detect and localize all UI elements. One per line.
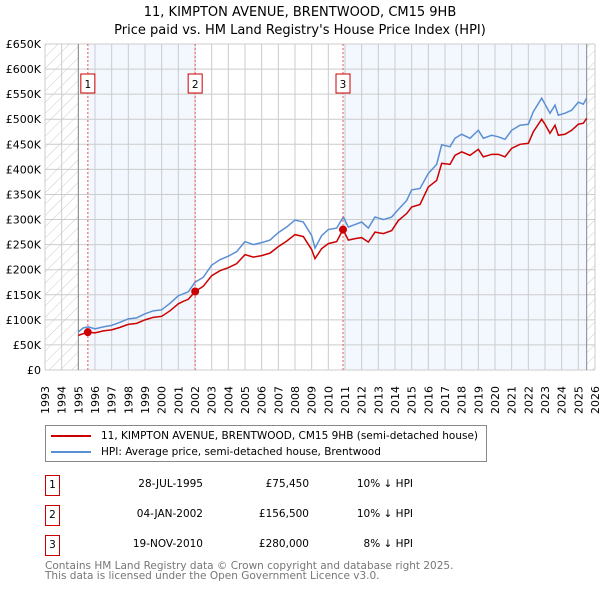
sale-point: [339, 225, 347, 234]
y-tick-label: £400K: [6, 163, 42, 176]
x-tick-label: 2009: [306, 386, 319, 414]
y-tick-label: £550K: [6, 88, 42, 101]
transaction-number: 1: [45, 475, 60, 496]
sale-badge-label: 3: [340, 79, 347, 91]
x-tick-label: 2025: [572, 386, 585, 414]
y-tick-label: £300K: [6, 214, 42, 227]
transaction-date: 19-NOV-2010: [132, 538, 203, 550]
x-tick-label: 1998: [122, 386, 135, 414]
legend: 11, KIMPTON AVENUE, BRENTWOOD, CM15 9HB …: [45, 425, 487, 462]
x-tick-label: 2019: [472, 386, 485, 414]
x-tick-label: 2022: [522, 386, 535, 414]
y-tick-label: £450K: [6, 138, 42, 151]
transaction-row: 2 04-JAN-2002 £156,500 10% ↓ HPI: [45, 505, 465, 526]
x-tick-label: 2023: [539, 386, 552, 414]
sale-badge: [187, 73, 203, 94]
x-tick-label: 2024: [556, 386, 569, 414]
y-tick-label: £50K: [13, 339, 42, 352]
footer-copyright: Contains HM Land Registry data © Crown c…: [45, 560, 454, 572]
transaction-row: 1 28-JUL-1995 £75,450 10% ↓ HPI: [45, 475, 465, 496]
transaction-row: 3 19-NOV-2010 £280,000 8% ↓ HPI: [45, 535, 465, 556]
y-tick-label: £150K: [6, 289, 42, 302]
x-tick-label: 2008: [289, 386, 302, 414]
x-tick-label: 2018: [456, 386, 469, 414]
x-tick-label: 2017: [439, 386, 452, 414]
y-tick-label: £500K: [6, 113, 42, 126]
transaction-hpi: 10% ↓ HPI: [356, 478, 413, 490]
x-tick-label: 2007: [272, 386, 285, 414]
chart-title: 11, KIMPTON AVENUE, BRENTWOOD, CM15 9HB: [143, 5, 457, 20]
sale-badge-label: 2: [192, 79, 199, 91]
x-tick-label: 2004: [222, 386, 235, 414]
y-tick-label: £650K: [6, 38, 42, 51]
x-tick-label: 2001: [172, 386, 185, 414]
sale-badge-label: 1: [84, 79, 91, 91]
x-tick-label: 1993: [39, 386, 52, 414]
footer-licence: This data is licensed under the Open Gov…: [45, 570, 380, 582]
transaction-number: 3: [45, 535, 60, 556]
x-tick-label: 2002: [189, 386, 202, 414]
transaction-number: 2: [45, 505, 60, 526]
x-tick-label: 2000: [156, 386, 169, 414]
sale-point: [191, 287, 200, 296]
x-tick-label: 2026: [589, 386, 600, 414]
transaction-price: £75,450: [265, 478, 309, 490]
x-tick-label: 2020: [489, 386, 502, 414]
transaction-price: £280,000: [258, 538, 309, 550]
transaction-date: 28-JUL-1995: [138, 478, 203, 490]
y-tick-label: £100K: [6, 314, 42, 327]
x-tick-label: 1995: [72, 386, 85, 414]
transaction-hpi: 10% ↓ HPI: [356, 508, 413, 520]
price-line: [78, 117, 588, 337]
x-tick-label: 2011: [339, 386, 352, 414]
x-tick-label: 1994: [56, 386, 69, 414]
y-tick-label: £600K: [6, 63, 42, 76]
x-tick-label: 2013: [372, 386, 385, 414]
legend-swatch-red: [51, 435, 91, 437]
y-tick-label: £0: [27, 364, 41, 377]
y-tick-label: £350K: [6, 188, 42, 201]
hatched-range: [586, 44, 595, 370]
y-tick-label: £200K: [6, 264, 42, 277]
x-tick-label: 2003: [206, 386, 219, 414]
x-tick-label: 2016: [422, 386, 435, 414]
price-chart: 1 2 3 1993 1994 1995 1996 1997 1998 1999 2000 2001 2…: [6, 38, 600, 414]
x-tick-label: 2006: [256, 386, 269, 414]
sale-badge: [335, 73, 351, 94]
transaction-hpi: 8% ↓ HPI: [363, 538, 413, 550]
sale-point: [83, 328, 92, 337]
x-tick-label: 1999: [139, 386, 152, 414]
legend-item-property: 11, KIMPTON AVENUE, BRENTWOOD, CM15 9HB …: [51, 430, 478, 442]
shaded-range: [343, 44, 587, 370]
x-tick-label: 2021: [506, 386, 519, 414]
sale-badge: [80, 73, 96, 94]
chart-subtitle: Price paid vs. HM Land Registry's House …: [114, 23, 486, 38]
transaction-date: 04-JAN-2002: [136, 508, 203, 520]
y-tick-label: £250K: [6, 239, 42, 252]
x-tick-label: 2012: [356, 386, 369, 414]
x-tick-label: 2010: [322, 386, 335, 414]
x-tick-label: 1997: [106, 386, 119, 414]
x-tick-label: 2005: [239, 386, 252, 414]
legend-swatch-blue: [51, 451, 91, 453]
hpi-line: [77, 96, 588, 333]
legend-label: 11, KIMPTON AVENUE, BRENTWOOD, CM15 9HB …: [101, 430, 479, 442]
x-tick-label: 1996: [89, 386, 102, 414]
x-tick-label: 2014: [389, 386, 402, 414]
legend-label: HPI: Average price, semi-detached house,…: [101, 446, 381, 458]
legend-item-hpi: HPI: Average price, semi-detached house,…: [51, 446, 381, 458]
x-tick-label: 2015: [406, 386, 419, 414]
transaction-price: £156,500: [258, 508, 309, 520]
